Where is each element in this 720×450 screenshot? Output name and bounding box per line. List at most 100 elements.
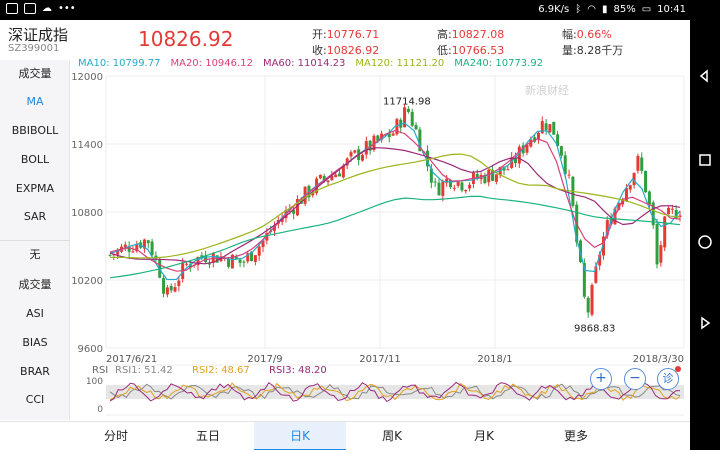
candle-body	[674, 209, 678, 219]
ma-line	[109, 147, 681, 265]
candle-body	[452, 187, 456, 189]
candle-body	[173, 287, 177, 292]
sidebar-item-ma[interactable]: MA	[26, 95, 44, 108]
candle-body	[108, 254, 112, 256]
candle-body	[647, 191, 651, 205]
candle-body	[410, 111, 414, 126]
candle-body	[487, 169, 491, 183]
status-icons-left: ☁ •••	[6, 3, 76, 14]
sidebar-item-成交量[interactable]: 成交量	[18, 278, 52, 291]
candle-body	[188, 264, 192, 268]
rsi-legend-item: RSI1: 51.42	[115, 365, 173, 376]
candle-body	[605, 220, 609, 236]
recents-icon[interactable]	[697, 152, 713, 168]
candle-body	[582, 262, 586, 297]
ma-legend-item: MA10: 10799.77	[78, 58, 161, 69]
quote-low: 低:10766.53	[437, 44, 505, 57]
candle-body	[322, 175, 326, 180]
candle-body	[227, 258, 231, 267]
sidebar-item-bbiboll[interactable]: BBIBOLL	[11, 124, 59, 137]
candle-body	[460, 182, 464, 191]
image-icon	[24, 3, 36, 14]
stock-code: SZ399001	[8, 43, 60, 54]
wifi-icon: ◠	[587, 4, 596, 15]
candle-body	[586, 297, 590, 313]
candle-body	[567, 174, 571, 176]
candle-body	[659, 245, 663, 263]
home-icon[interactable]	[697, 234, 713, 250]
candle-body	[265, 233, 269, 241]
candle-body	[601, 236, 605, 256]
zoom-in-button[interactable]: +	[590, 368, 612, 390]
candle-body	[464, 189, 468, 192]
sidebar-item-sar[interactable]: SAR	[23, 210, 47, 223]
candle-body	[514, 157, 518, 164]
candle-body	[200, 255, 204, 258]
sidebar-item-cci[interactable]: CCI	[25, 393, 45, 406]
sidebar-item-bias[interactable]: BIAS	[22, 336, 48, 349]
tab-0[interactable]: 分时	[103, 429, 128, 443]
candle-body	[544, 123, 548, 130]
sidebar-item-expma[interactable]: EXPMA	[15, 182, 55, 195]
candle-body	[257, 246, 261, 256]
tab-3[interactable]: 周K	[382, 429, 402, 443]
candle-body	[414, 125, 418, 130]
sidebar-item-无[interactable]: 无	[29, 248, 41, 261]
menu-triangle-icon[interactable]	[697, 315, 713, 331]
candle-body	[250, 251, 254, 262]
bluetooth-icon: ᛒ	[575, 4, 582, 15]
candle-body	[272, 225, 276, 231]
clock: 10:41	[657, 4, 686, 15]
candle-body	[387, 133, 391, 138]
candle-body	[376, 135, 380, 141]
zoom-out-button[interactable]: −	[624, 368, 646, 390]
tab-5[interactable]: 更多	[563, 429, 588, 443]
battery-level: 85%	[613, 4, 636, 15]
ma-line	[109, 129, 681, 272]
candle-body	[628, 185, 632, 190]
rsi-legend-item: RSI3: 48.20	[269, 365, 327, 376]
rsi-y-tick: 100	[86, 377, 103, 387]
ma-line	[109, 153, 681, 259]
notification-dot	[675, 366, 681, 372]
candle-body	[433, 181, 437, 183]
tab-1[interactable]: 五日	[195, 429, 220, 443]
sidebar-item-boll[interactable]: BOLL	[20, 153, 50, 166]
x-tick-label: 2017/6/21	[106, 354, 157, 365]
candle-body	[177, 280, 181, 286]
candle-body	[556, 134, 560, 147]
candle-body	[334, 174, 338, 178]
y-tick-label: 11400	[71, 140, 103, 151]
diagnose-button[interactable]: 诊	[657, 368, 679, 390]
rsi-y-tick: 0	[97, 405, 103, 415]
candle-body	[341, 165, 345, 178]
candle-body	[536, 132, 540, 140]
tab-4[interactable]: 月K	[474, 429, 494, 443]
quote-high: 高:10827.08	[437, 28, 505, 41]
signal-icon: ▮	[601, 4, 608, 15]
y-tick-label: 9600	[78, 344, 103, 355]
candle-body	[644, 170, 648, 193]
status-icons-right: 6.9K/s ᛒ ◠ ▮ 85% ▭ 10:41	[538, 4, 686, 15]
quote-open: 开:10776.71	[312, 28, 380, 41]
ma-line	[109, 122, 681, 281]
candle-body	[261, 240, 265, 248]
back-icon[interactable]	[697, 68, 713, 84]
tab-2[interactable]: 日K	[254, 422, 346, 450]
candle-body	[330, 175, 334, 181]
sidebar-item-成交量[interactable]: 成交量	[18, 67, 52, 80]
stock-header: 深证成指 SZ399001 10826.92 开:10776.71 收:1082…	[0, 20, 690, 58]
sidebar-item-brar[interactable]: BRAR	[20, 365, 50, 378]
cloud-icon: ☁	[42, 3, 52, 14]
candle-body	[135, 244, 139, 252]
rsi-legend-item: RSI2: 48.67	[192, 365, 250, 376]
candle-body	[116, 249, 120, 255]
candle-body	[338, 173, 342, 177]
x-tick-label: 2018/3/30	[633, 354, 684, 365]
sidebar-item-asi[interactable]: ASI	[26, 307, 44, 320]
candle-body	[364, 141, 368, 155]
candle-body	[590, 284, 594, 315]
candle-body	[395, 119, 399, 135]
candle-body	[670, 208, 674, 210]
